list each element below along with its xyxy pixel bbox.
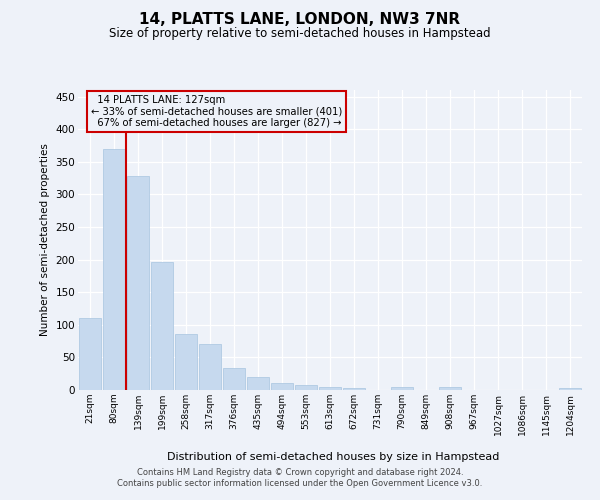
- Text: Distribution of semi-detached houses by size in Hampstead: Distribution of semi-detached houses by …: [167, 452, 499, 462]
- Bar: [559, 388, 581, 390]
- Bar: [271, 383, 293, 390]
- Bar: [127, 176, 149, 390]
- Bar: [391, 386, 413, 390]
- Text: 14 PLATTS LANE: 127sqm
← 33% of semi-detached houses are smaller (401)
  67% of : 14 PLATTS LANE: 127sqm ← 33% of semi-det…: [91, 95, 343, 128]
- Bar: [151, 262, 173, 390]
- Bar: [103, 148, 125, 390]
- Bar: [79, 318, 101, 390]
- Bar: [223, 368, 245, 390]
- Text: Contains HM Land Registry data © Crown copyright and database right 2024.
Contai: Contains HM Land Registry data © Crown c…: [118, 468, 482, 487]
- Bar: [295, 385, 317, 390]
- Text: Size of property relative to semi-detached houses in Hampstead: Size of property relative to semi-detach…: [109, 28, 491, 40]
- Bar: [199, 344, 221, 390]
- Text: 14, PLATTS LANE, LONDON, NW3 7NR: 14, PLATTS LANE, LONDON, NW3 7NR: [139, 12, 461, 28]
- Bar: [343, 388, 365, 390]
- Bar: [175, 334, 197, 390]
- Bar: [247, 377, 269, 390]
- Y-axis label: Number of semi-detached properties: Number of semi-detached properties: [40, 144, 50, 336]
- Bar: [319, 386, 341, 390]
- Bar: [439, 386, 461, 390]
